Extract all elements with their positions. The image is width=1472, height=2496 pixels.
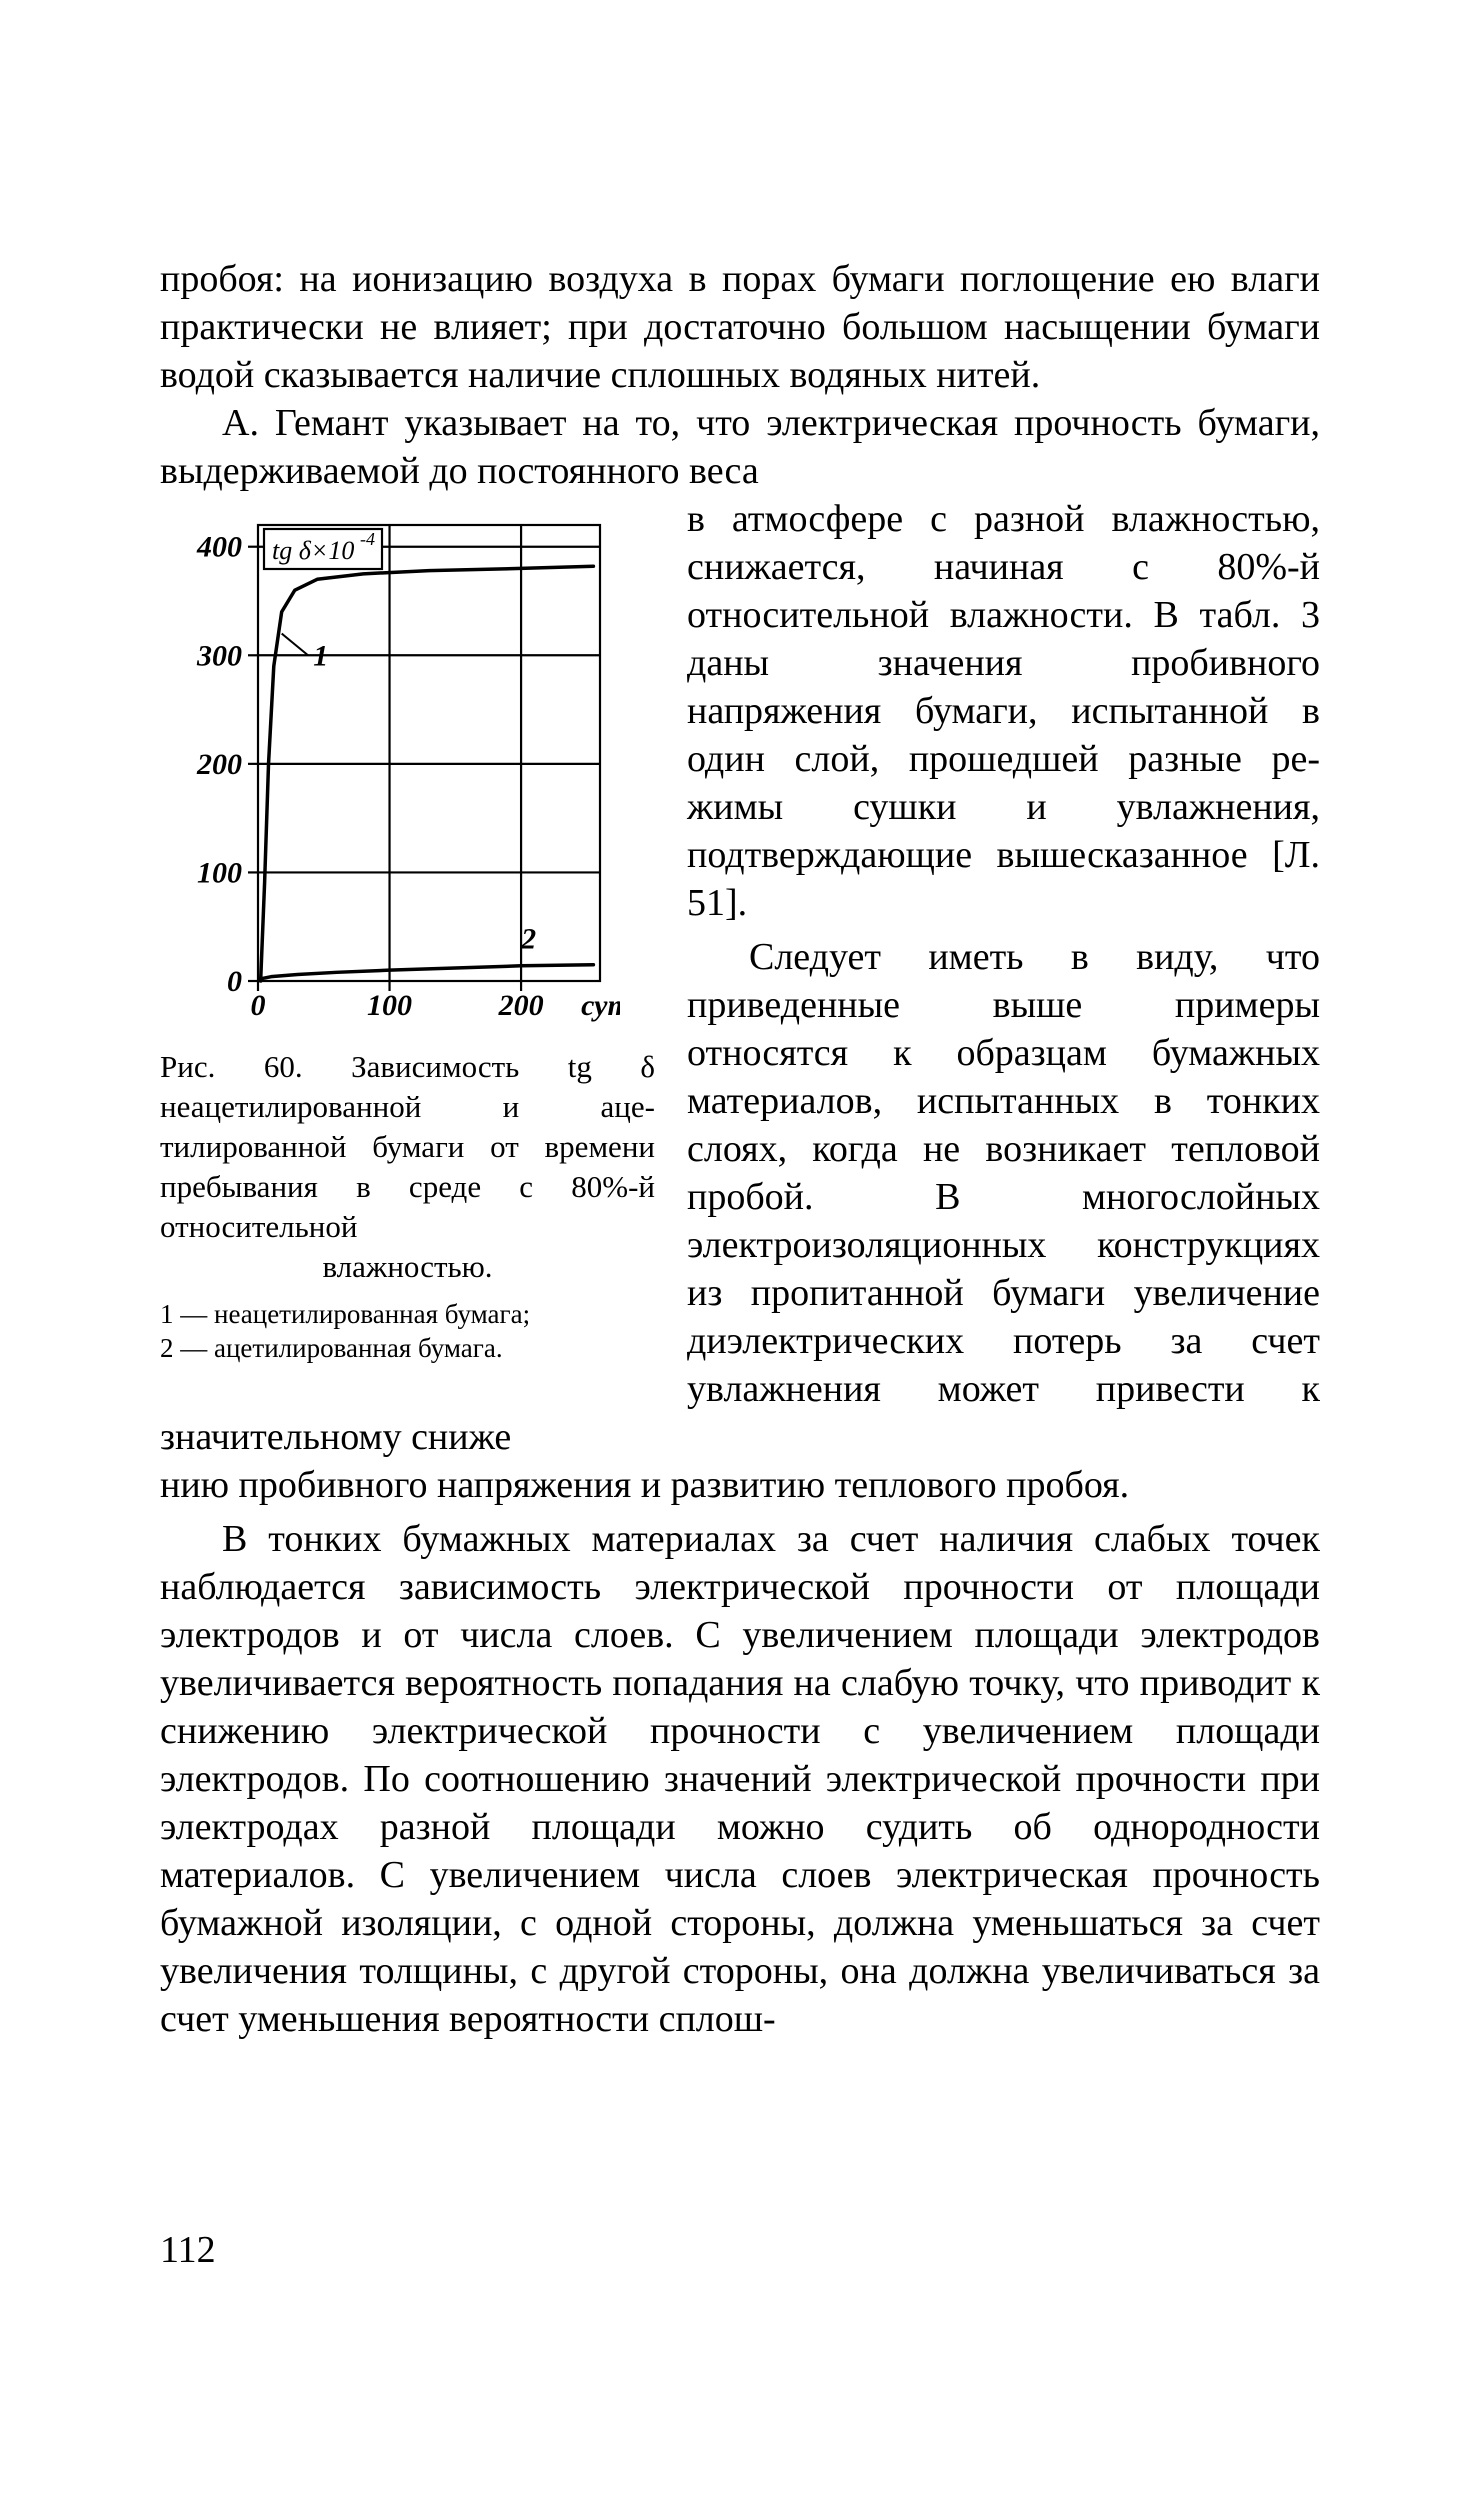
legend-line-1: 1 — неацетилированная бумага;	[160, 1299, 530, 1329]
svg-text:0: 0	[227, 965, 242, 998]
svg-text:2: 2	[520, 922, 536, 955]
figure-legend: 1 — неацетилированная бумага; 2 — ацетил…	[160, 1297, 655, 1365]
paragraph-3-end: нию пробивного напряжения и развитию теп…	[160, 1461, 1320, 1509]
paragraph-2-lead: А. Гемант указывает на то, что электриче…	[160, 399, 1320, 495]
svg-text:сутки: сутки	[581, 989, 620, 1022]
chart: 0 100 200 300 400 0 100 200 сутки tg δ×10 -4 1 2	[160, 503, 620, 1033]
figure-60: 0 100 200 300 400 0 100 200 сутки tg δ×10 -4 1 2 Рис…	[160, 503, 655, 1365]
svg-text:300: 300	[196, 639, 242, 672]
chart-svg: 0 100 200 300 400 0 100 200 сутки tg δ×10 -4 1 2	[160, 503, 620, 1033]
page: пробоя: на ионизацию воздуха в порах бум…	[0, 0, 1472, 2496]
svg-text:-4: -4	[360, 529, 375, 549]
svg-text:1: 1	[313, 639, 328, 672]
paragraph-4: В тонких бумажных материалах за счет нал…	[160, 1515, 1320, 2043]
paragraph-1: пробоя: на ионизацию воздуха в порах бум…	[160, 255, 1320, 399]
svg-text:0: 0	[251, 989, 266, 1022]
svg-text:100: 100	[367, 989, 412, 1022]
caption-text: Рис. 60. Зависимость tg δ неацетилирован…	[160, 1049, 655, 1244]
svg-text:100: 100	[197, 856, 242, 889]
text-column: пробоя: на ионизацию воздуха в порах бум…	[160, 255, 1320, 2043]
svg-text:tg δ×10: tg δ×10	[272, 536, 354, 565]
page-number: 112	[160, 2228, 216, 2272]
caption-last-line: влажностью.	[160, 1247, 655, 1287]
svg-text:200: 200	[498, 989, 544, 1022]
svg-text:200: 200	[196, 748, 242, 781]
figure-caption: Рис. 60. Зависимость tg δ неацетилирован…	[160, 1047, 655, 1287]
legend-line-2: 2 — ацетилированная бумага.	[160, 1333, 503, 1363]
svg-text:400: 400	[196, 531, 242, 564]
